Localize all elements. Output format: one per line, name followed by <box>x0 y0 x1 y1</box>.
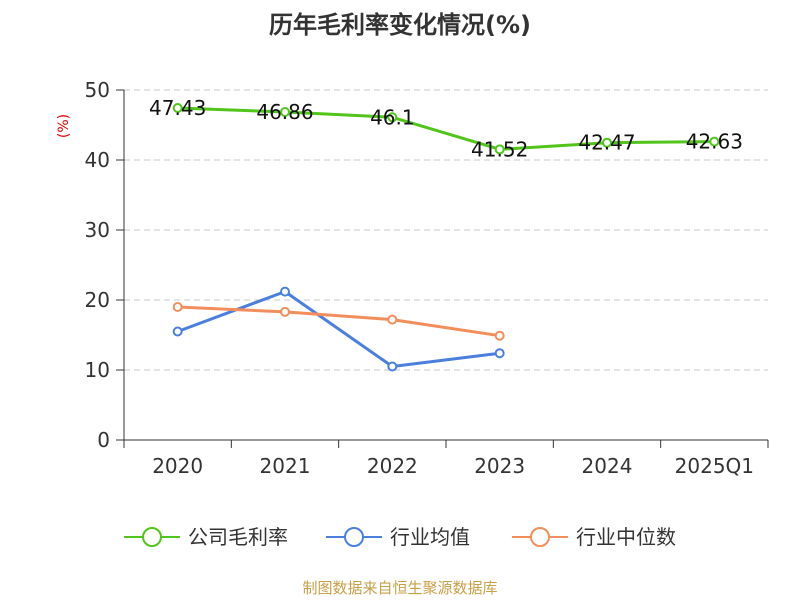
x-tick-label: 2024 <box>582 454 633 478</box>
x-tick-label: 2022 <box>367 454 418 478</box>
source-note: 制图数据来自恒生聚源数据库 <box>302 579 497 597</box>
data-point <box>280 306 290 317</box>
series-line <box>177 290 500 368</box>
data-point <box>172 302 183 312</box>
data-label: 46.1 <box>370 105 415 129</box>
y-tick-label: 10 <box>85 358 110 382</box>
y-axis-label: (%) <box>56 114 72 138</box>
data-labels: 47.43 46.86 46.1 41.52 42.47 42.63 <box>149 96 743 161</box>
y-tick-label: 50 <box>85 78 110 102</box>
data-point <box>387 361 398 372</box>
series-line <box>177 106 715 151</box>
y-tick-label: 40 <box>85 148 110 172</box>
grid-lines <box>124 89 768 371</box>
data-label: 42.63 <box>686 130 743 154</box>
legend-label: 行业中位数 <box>576 525 676 549</box>
x-tick-label: 2020 <box>152 454 203 478</box>
data-point <box>602 137 612 148</box>
y-tick-label: 20 <box>85 288 110 312</box>
legend-label: 行业均值 <box>390 525 470 549</box>
data-label: 47.43 <box>149 96 206 120</box>
data-point <box>387 314 398 325</box>
data-point <box>280 106 290 117</box>
data-label: 41.52 <box>471 137 528 161</box>
series-line <box>177 305 500 338</box>
data-point <box>172 102 183 113</box>
y-tick-label: 30 <box>85 218 110 242</box>
legend-marker <box>530 527 550 547</box>
data-point <box>709 136 720 147</box>
y-tick-label: 0 <box>97 428 110 452</box>
x-tick-label: 2025Q1 <box>675 454 754 478</box>
chart-title: 历年毛利率变化情况(%) <box>269 11 531 39</box>
data-point <box>494 144 505 155</box>
legend: 公司毛利率 行业均值 行业中位数 <box>124 525 676 549</box>
x-tick-label: 2021 <box>260 454 311 478</box>
data-point <box>494 348 505 359</box>
legend-marker <box>142 527 162 547</box>
data-point <box>387 112 398 123</box>
legend-label: 公司毛利率 <box>188 525 288 549</box>
data-point <box>494 330 505 341</box>
data-point <box>172 326 183 337</box>
data-label: 46.86 <box>256 100 313 124</box>
axes: 0 10 20 30 40 50 2020 2021 2022 2023 2024 2025Q1 <box>85 78 769 478</box>
series-lines <box>172 102 720 372</box>
data-label: 42.47 <box>578 131 635 155</box>
x-tick-label: 2023 <box>474 454 525 478</box>
data-point <box>280 286 290 297</box>
legend-marker <box>344 527 364 547</box>
